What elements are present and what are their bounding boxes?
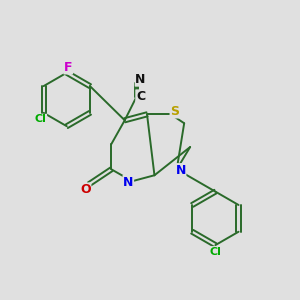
Text: N: N (135, 73, 146, 86)
Text: Cl: Cl (209, 247, 221, 256)
Text: O: O (80, 183, 91, 196)
Text: F: F (64, 61, 73, 74)
Text: N: N (176, 164, 186, 177)
Text: Cl: Cl (35, 114, 46, 124)
Text: N: N (123, 176, 134, 189)
Text: S: S (170, 105, 179, 118)
Text: C: C (136, 90, 145, 103)
